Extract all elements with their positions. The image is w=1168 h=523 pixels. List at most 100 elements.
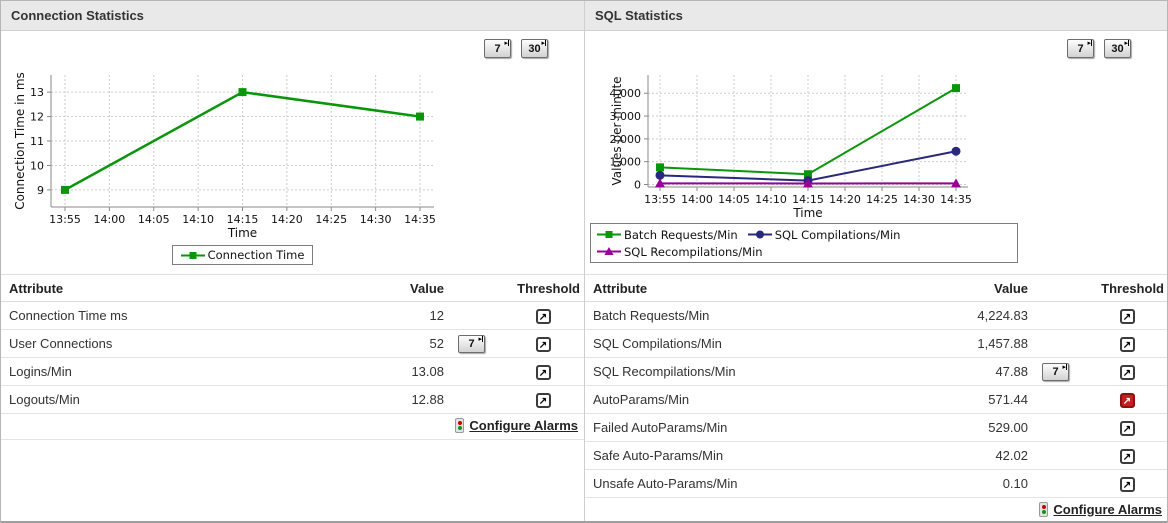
range-30-days-button[interactable]: 30 ▸ [521, 39, 548, 58]
svg-text:13: 13 [30, 86, 44, 99]
step-forward-icon: ▸ [504, 40, 508, 47]
threshold-trend-icon[interactable]: ↗ [1119, 308, 1135, 324]
legend-label: Batch Requests/Min [624, 227, 738, 242]
configure-alarms-link[interactable]: Configure Alarms [469, 417, 578, 433]
svg-text:14:05: 14:05 [138, 213, 170, 226]
table-row: Batch Requests/Min 4,224.83 ↗ [585, 301, 1167, 330]
panel-sql-statistics: SQL Statistics 7 ▸ 30 ▸ 0 1,000 2,000 3,000… [584, 1, 1167, 521]
legend-marker-icon [597, 247, 621, 255]
chart-legend: Connection Time [171, 245, 314, 265]
range-7-days-button[interactable]: 7 ▸ [458, 334, 485, 353]
attribute-column-header: Attribute [585, 274, 918, 302]
step-forward-icon: ▸ [1062, 363, 1066, 371]
attribute-cell: Logouts/Min [1, 385, 334, 414]
threshold-trend-icon[interactable]: ↗ [535, 392, 551, 408]
table-header-row: Attribute Value Threshold [1, 274, 584, 302]
svg-text:14:35: 14:35 [940, 193, 972, 206]
threshold-column-header: Threshold [1086, 274, 1167, 302]
threshold-trend-icon[interactable]: ↗ [1119, 476, 1135, 492]
svg-text:4,000: 4,000 [610, 87, 642, 100]
svg-text:14:15: 14:15 [227, 213, 259, 226]
legend-label: SQL Compilations/Min [774, 227, 901, 242]
svg-text:10: 10 [30, 159, 44, 172]
panel-body: 7 ▸ 30 ▸ 9 10 11 12 13 13:55 14:00 14:05 14:10 14… [1, 31, 584, 521]
connection-time-chart-plot: 9 10 11 12 13 13:55 14:00 14:05 14:10 14:15 14:20 1… [13, 72, 436, 240]
attribute-cell: Logins/Min [1, 357, 334, 386]
panel-body: 7 ▸ 30 ▸ 0 1,000 2,000 3,000 4,000 13:55 14:00… [585, 31, 1167, 521]
svg-text:14:30: 14:30 [903, 193, 935, 206]
legend-item: Connection Time [180, 248, 305, 262]
configure-alarms-row: Configure Alarms [585, 497, 1167, 521]
table-row: Logins/Min 13.08 ↗ [1, 357, 584, 386]
legend-label: Connection Time [207, 248, 305, 262]
table-row: AutoParams/Min 571.44 ↗ [585, 385, 1167, 414]
attribute-cell: Failed AutoParams/Min [585, 413, 918, 442]
value-cell: 52 [334, 329, 444, 358]
threshold-column-header: Threshold [502, 274, 584, 302]
table-row: Safe Auto-Params/Min 42.02 ↗ [585, 441, 1167, 470]
svg-text:1,000: 1,000 [610, 156, 642, 169]
traffic-light-icon [1039, 501, 1049, 517]
svg-text:9: 9 [37, 184, 44, 197]
table-row: SQL Compilations/Min 1,457.88 ↗ [585, 329, 1167, 358]
svg-text:14:05: 14:05 [718, 193, 750, 206]
attribute-cell: Batch Requests/Min [585, 301, 918, 330]
range-7-days-button[interactable]: 7 ▸ [1067, 39, 1094, 58]
value-cell: 12.88 [334, 385, 444, 414]
connection-time-chart: 9 10 11 12 13 13:55 14:00 14:05 14:10 14:15 14:20 1… [1, 65, 584, 265]
threshold-trend-icon[interactable]: ↗ [1119, 420, 1135, 436]
svg-text:0: 0 [634, 178, 641, 191]
attribute-cell: SQL Recompilations/Min [585, 357, 918, 386]
svg-text:13:55: 13:55 [644, 193, 676, 206]
table-header-row: Attribute Value Threshold [585, 274, 1167, 302]
range-7-days-button[interactable]: 7 ▸ [1042, 362, 1069, 381]
value-column-header: Value [334, 274, 444, 302]
value-cell: 42.02 [918, 441, 1028, 470]
range-30-days-button[interactable]: 30 ▸ [1104, 39, 1131, 58]
range-button-label: 7 [1052, 365, 1059, 378]
svg-text:14:00: 14:00 [94, 213, 126, 226]
value-cell: 12 [334, 301, 444, 330]
step-forward-icon: ▸ [541, 40, 545, 47]
range-7-days-button[interactable]: 7 ▸ [484, 39, 511, 58]
value-cell: 529.00 [918, 413, 1028, 442]
svg-text:14:10: 14:10 [182, 213, 214, 226]
panel-title: SQL Statistics [595, 8, 683, 23]
svg-text:14:30: 14:30 [360, 213, 392, 226]
threshold-trend-icon[interactable]: ↗ [1119, 364, 1135, 380]
legend-marker-icon [180, 251, 205, 259]
svg-text:Values per minute: Values per minute [610, 76, 624, 185]
table-row: Connection Time ms 12 ↗ [1, 301, 584, 330]
step-forward-icon: ▸ [1124, 40, 1128, 47]
legend-marker-icon [597, 231, 621, 238]
value-cell: 571.44 [918, 385, 1028, 414]
threshold-trend-icon[interactable]: ↗ [535, 336, 551, 352]
attribute-cell: Safe Auto-Params/Min [585, 441, 918, 470]
value-cell: 13.08 [334, 357, 444, 386]
range-buttons: 7 ▸ 30 ▸ [1067, 39, 1131, 58]
attribute-column-header: Attribute [1, 274, 334, 302]
table-row: SQL Recompilations/Min 47.88 7 ▸ ↗ [585, 357, 1167, 386]
svg-text:14:35: 14:35 [404, 213, 436, 226]
threshold-trend-icon[interactable]: ↗ [1119, 448, 1135, 464]
threshold-alert-icon[interactable]: ↗ [1119, 392, 1135, 408]
step-forward-icon: ▸ [478, 335, 482, 343]
panel-header: SQL Statistics [585, 1, 1167, 31]
range-button-label: 7 [1077, 42, 1084, 55]
threshold-trend-icon[interactable]: ↗ [1119, 336, 1135, 352]
chart-legend: Batch Requests/Min SQL Compilations/Min SQ… [590, 223, 1018, 263]
attribute-cell: User Connections [1, 329, 334, 358]
configure-alarms-link[interactable]: Configure Alarms [1053, 501, 1162, 517]
threshold-trend-icon[interactable]: ↗ [535, 308, 551, 324]
range-buttons: 7 ▸ 30 ▸ [484, 39, 548, 58]
panel-header: Connection Statistics [1, 1, 584, 31]
legend-marker-icon [747, 230, 772, 239]
svg-text:14:10: 14:10 [755, 193, 787, 206]
attribute-cell: Connection Time ms [1, 301, 334, 330]
threshold-trend-icon[interactable]: ↗ [535, 364, 551, 380]
legend-label: SQL Recompilations/Min [624, 244, 763, 259]
svg-text:Time: Time [227, 226, 257, 240]
svg-text:14:20: 14:20 [829, 193, 861, 206]
value-cell: 4,224.83 [918, 301, 1028, 330]
legend-item: Batch Requests/Min [597, 228, 738, 242]
